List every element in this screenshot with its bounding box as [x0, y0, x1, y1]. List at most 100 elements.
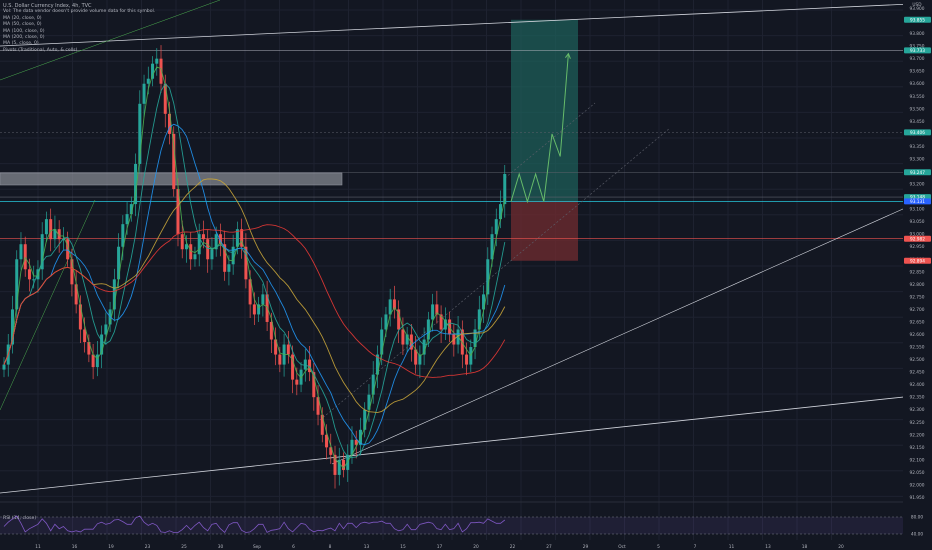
candle — [380, 329, 384, 355]
trend-line-green-2 — [0, 199, 96, 411]
candle — [184, 244, 188, 250]
price-tick-label: 93.700 — [909, 56, 924, 62]
candle — [104, 324, 108, 335]
candle — [252, 304, 256, 315]
price-badge-label: 93.148 — [910, 195, 925, 201]
price-tick-label: 93.350 — [909, 144, 924, 150]
time-tick-label: 25 — [181, 544, 187, 550]
candle — [27, 269, 31, 280]
price-tick-label: 92.700 — [909, 307, 924, 313]
time-tick-label: 15 — [400, 544, 406, 550]
price-tick-label: 92.450 — [909, 370, 924, 376]
projection-path — [510, 53, 569, 204]
candle — [78, 304, 82, 330]
candle — [333, 454, 337, 475]
legend-ma5: MA (5, close, 0) — [3, 41, 39, 47]
price-tick-label: 92.000 — [909, 482, 924, 488]
candle — [180, 234, 184, 250]
candle — [83, 329, 87, 343]
time-tick-label: 8 — [329, 544, 332, 550]
candle — [409, 334, 413, 350]
candle — [218, 234, 222, 245]
candle — [125, 214, 129, 225]
candle — [363, 409, 367, 430]
candle — [231, 246, 235, 265]
candle — [274, 339, 278, 355]
chart-title: U.S. Dollar Currency Index, 4h, TVC — [3, 3, 92, 9]
candle — [354, 439, 358, 445]
candle — [435, 304, 439, 315]
price-tick-label: 92.050 — [909, 470, 924, 476]
candle — [473, 329, 477, 348]
candle — [490, 234, 494, 260]
price-tick-label: 93.550 — [909, 94, 924, 100]
candle — [223, 244, 227, 272]
chart-legend: U.S. Dollar Currency Index, 4h, TVC Vol:… — [3, 3, 155, 54]
candle — [44, 219, 48, 235]
price-tick-label: 92.850 — [909, 269, 924, 275]
price-tick-label: 93.600 — [909, 81, 924, 87]
candle — [316, 397, 320, 415]
price-badge-label: 93.247 — [910, 170, 925, 176]
price-badge-label: 92.894 — [910, 258, 925, 264]
price-badge-label: 93.733 — [910, 48, 925, 54]
grid — [0, 0, 903, 540]
candle — [350, 439, 354, 455]
candle — [206, 239, 210, 260]
candle — [15, 259, 19, 310]
candle — [172, 133, 176, 190]
candle — [163, 83, 167, 114]
candle — [235, 229, 239, 247]
time-tick-label: 7 — [694, 544, 697, 550]
candle — [367, 394, 371, 410]
candle — [49, 219, 53, 240]
candle — [443, 319, 447, 330]
candle — [121, 224, 125, 247]
price-axis: 93.90093.85093.80093.75093.70093.65093.6… — [903, 0, 932, 550]
price-tick-label: 92.500 — [909, 357, 924, 363]
price-badge — [904, 169, 931, 176]
candle — [477, 309, 481, 330]
time-tick-label: 13 — [364, 544, 370, 550]
candle — [32, 279, 36, 281]
candle — [193, 254, 197, 260]
moving-average-line — [3, 123, 506, 446]
candle — [155, 58, 159, 64]
price-tick-label: 92.250 — [909, 420, 924, 426]
rsi-tick-label: 40.00 — [911, 532, 924, 538]
time-tick-label: 17 — [437, 544, 443, 550]
candle — [337, 459, 341, 475]
legend-pivots: Pivots (Traditional, Auto, & cells) — [3, 47, 78, 53]
price-badge — [904, 129, 931, 136]
candle — [486, 259, 490, 295]
price-tick-label: 93.200 — [909, 182, 924, 188]
candle — [19, 244, 23, 260]
candle — [439, 314, 443, 330]
currency-label: USD — [912, 2, 922, 8]
price-tick-label: 92.100 — [909, 457, 924, 463]
candle — [159, 58, 163, 84]
time-tick-label: 13 — [765, 544, 771, 550]
candle — [405, 334, 409, 345]
candle — [66, 239, 70, 260]
resistance-zone — [0, 172, 343, 186]
candle — [426, 319, 430, 340]
candle — [346, 454, 350, 470]
legend-ma100: MA (100, close, 0) — [3, 28, 45, 34]
candle — [392, 299, 396, 310]
time-tick-label: Oct — [618, 544, 626, 550]
projection-arrowhead — [565, 52, 571, 59]
candle — [269, 321, 273, 340]
price-tick-label: 92.400 — [909, 382, 924, 388]
candle — [308, 359, 312, 373]
candle — [227, 264, 231, 272]
price-tick-label: 92.800 — [909, 282, 924, 288]
channel-line — [504, 102, 596, 179]
target-zone — [511, 19, 578, 202]
time-tick-label: 19 — [108, 544, 114, 550]
price-tick-label: 93.500 — [909, 106, 924, 112]
time-axis: 11 16 19 23 25 30 Sep 6 8 13 15 17 20 22 27 29 Oct 5 7 11 13… — [0, 540, 932, 550]
time-tick-label: 29 — [583, 544, 589, 550]
